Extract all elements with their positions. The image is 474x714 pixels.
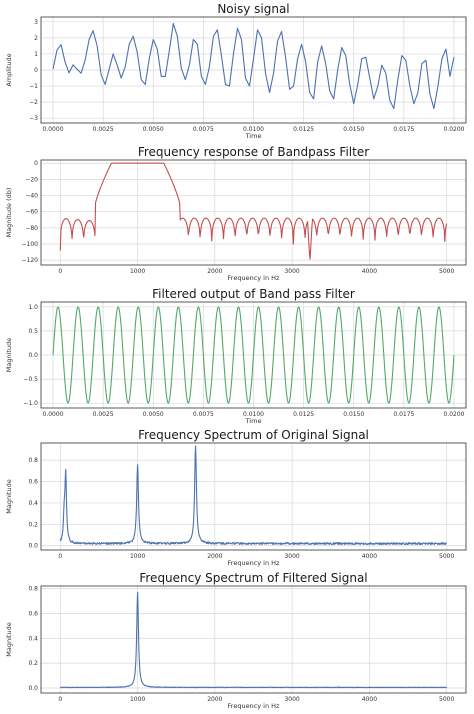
- series-line: [52, 22, 455, 110]
- y-tick-label: 0.5: [28, 328, 38, 335]
- x-tick-label: 0.0100: [243, 411, 264, 418]
- chart-panel-4: 0 1000 2000 3000 4000 5000 0.0 0.2 0.4 0.6 0.8 Freq…: [5, 428, 467, 567]
- y-tick-label: −1.0: [23, 400, 38, 407]
- x-tick-label: 3000: [284, 553, 299, 560]
- x-tick-label: 4000: [362, 696, 377, 703]
- y-tick-label: 1.0: [28, 304, 38, 311]
- chart-title: Filtered output of Band pass Filter: [152, 287, 355, 301]
- x-tick-label: 0.0200: [443, 126, 464, 133]
- x-tick-label: 1000: [130, 696, 145, 703]
- plot-frame: [40, 585, 467, 694]
- y-tick-label: 0.2: [28, 660, 38, 667]
- chart-panel-2: 0 1000 2000 3000 4000 5000 −120 −100 −80 −60 −40 −2…: [5, 145, 467, 282]
- x-tick-label: 0.0075: [193, 126, 214, 133]
- x-axis-label: Time: [245, 132, 262, 140]
- x-tick-label: 0.0025: [93, 411, 114, 418]
- x-tick-label: 2000: [207, 696, 222, 703]
- series-line: [59, 591, 447, 689]
- y-tick-label: 0: [34, 160, 38, 167]
- x-tick-label: 2000: [207, 268, 222, 275]
- x-tick-label: 0.0150: [343, 126, 364, 133]
- y-tick-label: 0.6: [28, 479, 38, 486]
- x-tick-label: 0: [58, 553, 62, 560]
- x-axis-label: Frequency in Hz: [228, 274, 281, 282]
- chart-panel-3: 0.0000 0.0025 0.0050 0.0075 0.0100 0.0125 0.01…: [5, 287, 467, 425]
- y-tick-label: −80: [25, 225, 38, 232]
- x-tick-label: 3000: [284, 696, 299, 703]
- chart-title: Frequency response of Bandpass Filter: [138, 145, 369, 159]
- y-tick-label: 0.4: [28, 500, 38, 507]
- x-tick-label: 0.0050: [143, 411, 164, 418]
- y-tick-label: 0.0: [28, 685, 38, 692]
- x-tick-label: 0: [58, 268, 62, 275]
- chart-panel-1: 0.0000 0.0025 0.0050 0.0075 0.0100 0.0125 0.01…: [5, 2, 467, 140]
- y-tick-label: −20: [25, 176, 38, 183]
- x-tick-label: 4000: [362, 268, 377, 275]
- chart-panel-5: 0 1000 2000 3000 4000 5000 0.0 0.2 0.4 0.6 0.8 Freq…: [5, 571, 467, 710]
- x-tick-label: 3000: [284, 268, 299, 275]
- x-tick-label: 0.0000: [43, 411, 64, 418]
- y-tick-label: −0.5: [23, 376, 38, 383]
- x-tick-label: 0.0125: [293, 411, 314, 418]
- plot-frame: [40, 159, 467, 266]
- x-tick-label: 0.0025: [93, 126, 114, 133]
- x-axis-label: Time: [245, 417, 262, 425]
- y-tick-label: 0.8: [28, 457, 38, 464]
- y-axis-label: Magnitude: [5, 338, 13, 372]
- x-tick-label: 2000: [207, 553, 222, 560]
- y-tick-label: −3: [29, 115, 38, 122]
- x-tick-label: 0: [58, 696, 62, 703]
- plot-frame: [40, 301, 467, 409]
- x-tick-label: 1000: [130, 553, 145, 560]
- y-tick-label: −2: [29, 99, 38, 106]
- x-tick-label: 5000: [439, 268, 454, 275]
- chart-title: Frequency Spectrum of Filtered Signal: [139, 571, 367, 585]
- y-tick-label: 1: [34, 51, 38, 58]
- x-tick-label: 0.0125: [293, 126, 314, 133]
- x-tick-label: 0.0100: [243, 126, 264, 133]
- y-axis-label: Magnitude: [5, 622, 13, 656]
- y-tick-label: −120: [22, 257, 39, 264]
- chart-title: Frequency Spectrum of Original Signal: [138, 428, 369, 442]
- y-tick-label: 0.6: [28, 610, 38, 617]
- x-tick-label: 0.0175: [393, 411, 414, 418]
- x-tick-label: 0.0075: [193, 411, 214, 418]
- plot-frame: [40, 442, 467, 551]
- series-line: [59, 162, 448, 260]
- x-tick-label: 0.0050: [143, 126, 164, 133]
- y-tick-label: 0.2: [28, 521, 38, 528]
- x-tick-label: 5000: [439, 553, 454, 560]
- y-tick-label: 0: [34, 67, 38, 74]
- plot-frame: [40, 16, 467, 124]
- y-axis-label: Magnitude: [5, 479, 13, 513]
- y-tick-label: 2: [34, 35, 38, 42]
- x-tick-label: 0.0000: [43, 126, 64, 133]
- y-tick-label: 0.0: [28, 352, 38, 359]
- y-axis-label: Magnitude (db): [5, 188, 13, 238]
- series-line: [52, 306, 455, 404]
- x-tick-label: 4000: [362, 553, 377, 560]
- y-axis-label: Amplitude: [5, 53, 13, 86]
- x-axis-label: Frequency in Hz: [228, 702, 281, 710]
- y-tick-label: −1: [29, 83, 38, 90]
- series-line: [59, 445, 447, 546]
- x-axis-label: Frequency in Hz: [228, 559, 281, 567]
- y-tick-label: −100: [22, 241, 39, 248]
- y-tick-label: 0.8: [28, 585, 38, 592]
- x-tick-label: 0.0175: [393, 126, 414, 133]
- x-tick-label: 1000: [130, 268, 145, 275]
- x-tick-label: 0.0200: [443, 411, 464, 418]
- y-tick-label: 0.0: [28, 543, 38, 550]
- y-tick-label: −40: [25, 193, 38, 200]
- y-tick-label: −60: [25, 209, 38, 216]
- y-tick-label: 3: [34, 19, 38, 26]
- x-tick-label: 0.0150: [343, 411, 364, 418]
- x-tick-label: 5000: [439, 696, 454, 703]
- y-tick-label: 0.4: [28, 635, 38, 642]
- chart-title: Noisy signal: [217, 2, 289, 16]
